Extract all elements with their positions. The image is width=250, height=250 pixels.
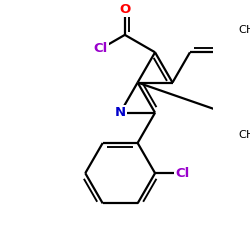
Text: CH$_3$: CH$_3$ (238, 128, 250, 142)
Text: N: N (114, 106, 126, 119)
Text: Cl: Cl (94, 42, 108, 55)
Text: O: O (119, 3, 130, 16)
Text: Cl: Cl (175, 167, 190, 180)
Text: CH$_3$: CH$_3$ (238, 23, 250, 36)
